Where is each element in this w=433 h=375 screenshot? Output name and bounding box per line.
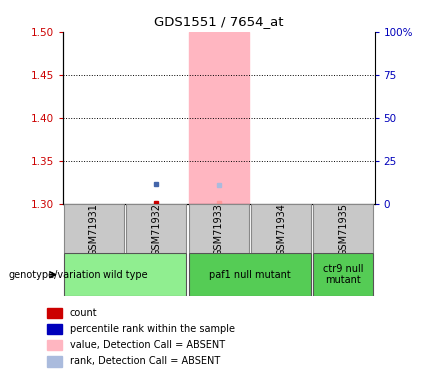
Bar bbox=[47, 324, 62, 334]
Text: genotype/variation: genotype/variation bbox=[9, 270, 101, 280]
Bar bbox=[47, 340, 62, 351]
Text: GSM71932: GSM71932 bbox=[151, 203, 162, 256]
Title: GDS1551 / 7654_at: GDS1551 / 7654_at bbox=[154, 15, 284, 28]
Bar bbox=[251, 204, 311, 253]
Text: GSM71934: GSM71934 bbox=[276, 203, 286, 256]
Text: percentile rank within the sample: percentile rank within the sample bbox=[70, 324, 235, 334]
Bar bbox=[126, 204, 186, 253]
Text: GSM71933: GSM71933 bbox=[213, 203, 224, 256]
Bar bbox=[64, 253, 186, 296]
Text: ctr9 null
mutant: ctr9 null mutant bbox=[323, 264, 364, 285]
Bar bbox=[189, 204, 249, 253]
Text: count: count bbox=[70, 308, 97, 318]
Bar bbox=[189, 253, 311, 296]
Bar bbox=[47, 308, 62, 318]
Text: value, Detection Call = ABSENT: value, Detection Call = ABSENT bbox=[70, 340, 225, 350]
Bar bbox=[47, 356, 62, 366]
Text: rank, Detection Call = ABSENT: rank, Detection Call = ABSENT bbox=[70, 356, 220, 366]
Text: GSM71935: GSM71935 bbox=[338, 203, 349, 256]
Bar bbox=[189, 32, 249, 204]
Bar bbox=[64, 204, 124, 253]
Text: wild type: wild type bbox=[103, 270, 148, 280]
Text: GSM71931: GSM71931 bbox=[89, 203, 99, 256]
Text: paf1 null mutant: paf1 null mutant bbox=[209, 270, 291, 280]
Bar bbox=[313, 204, 373, 253]
Bar bbox=[313, 253, 373, 296]
